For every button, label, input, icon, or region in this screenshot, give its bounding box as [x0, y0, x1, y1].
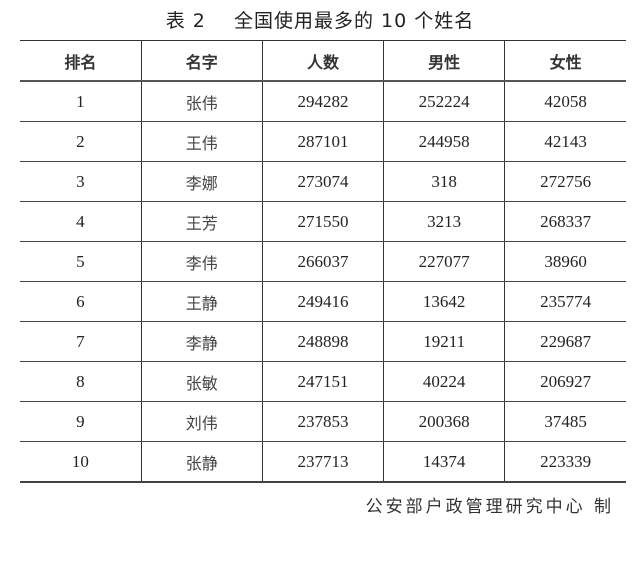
table-row: 3 李娜 273074 318 272756: [20, 161, 626, 202]
cell-female: 229687: [504, 321, 626, 362]
cell-female: 235774: [504, 281, 626, 322]
cell-name: 张伟: [140, 80, 263, 122]
table-row: 6 王静 249416 13642 235774: [20, 281, 626, 322]
table-row: 8 张敏 247151 40224 206927: [20, 361, 626, 402]
cell-male: 200368: [383, 401, 505, 442]
cell-rank: 6: [20, 281, 142, 322]
cell-rank: 8: [20, 361, 142, 402]
cell-count: 237713: [261, 441, 384, 483]
table-row: 1 张伟 294282 252224 42058: [20, 80, 626, 122]
cell-count: 249416: [261, 281, 384, 322]
cell-count: 248898: [261, 321, 384, 362]
table-row: 7 李静 248898 19211 229687: [20, 321, 626, 362]
cell-male: 227077: [383, 241, 505, 282]
names-table: 排名 名字 人数 男性 女性 1 张伟 294282 252224 42058 2 王伟 28…: [20, 40, 626, 483]
table-row: 10 张静 237713 14374 223339: [20, 441, 626, 483]
cell-male: 318: [383, 161, 505, 202]
cell-female: 223339: [504, 441, 626, 483]
cell-name: 刘伟: [140, 401, 263, 442]
table-row: 2 王伟 287101 244958 42143: [20, 121, 626, 162]
cell-rank: 5: [20, 241, 142, 282]
table-row: 5 李伟 266037 227077 38960: [20, 241, 626, 282]
cell-name: 王静: [140, 281, 263, 322]
header-male: 男性: [383, 40, 505, 82]
cell-male: 19211: [383, 321, 505, 362]
cell-count: 294282: [261, 80, 384, 122]
table-caption: 全国使用最多的 10 个姓名: [234, 10, 475, 32]
header-row: 排名 名字 人数 男性 女性: [20, 40, 626, 82]
header-rank: 排名: [20, 40, 142, 82]
header-name: 名字: [140, 40, 263, 82]
cell-female: 272756: [504, 161, 626, 202]
cell-name: 张敏: [140, 361, 263, 402]
table-title: 表 2 全国使用最多的 10 个姓名: [0, 6, 640, 33]
source-note: 公安部户政管理研究中心 制: [365, 497, 614, 517]
cell-count: 273074: [261, 161, 384, 202]
cell-male: 3213: [383, 201, 505, 242]
cell-female: 268337: [504, 201, 626, 242]
cell-rank: 3: [20, 161, 142, 202]
cell-female: 37485: [504, 401, 626, 442]
header-count: 人数: [261, 40, 384, 82]
cell-count: 247151: [261, 361, 384, 402]
cell-name: 王芳: [140, 201, 263, 242]
cell-rank: 7: [20, 321, 142, 362]
cell-female: 42058: [504, 80, 626, 122]
table-row: 4 王芳 271550 3213 268337: [20, 201, 626, 242]
cell-male: 14374: [383, 441, 505, 483]
cell-rank: 9: [20, 401, 142, 442]
cell-name: 李静: [140, 321, 263, 362]
table-row: 9 刘伟 237853 200368 37485: [20, 401, 626, 442]
cell-male: 40224: [383, 361, 505, 402]
cell-count: 237853: [261, 401, 384, 442]
cell-male: 252224: [383, 80, 505, 122]
cell-female: 38960: [504, 241, 626, 282]
cell-male: 244958: [383, 121, 505, 162]
cell-rank: 4: [20, 201, 142, 242]
cell-count: 266037: [261, 241, 384, 282]
cell-name: 王伟: [140, 121, 263, 162]
cell-name: 张静: [140, 441, 263, 483]
cell-count: 287101: [261, 121, 384, 162]
header-female: 女性: [504, 40, 626, 82]
cell-name: 李娜: [140, 161, 263, 202]
table-number: 表 2: [165, 10, 206, 32]
cell-rank: 10: [20, 441, 142, 483]
cell-female: 42143: [504, 121, 626, 162]
cell-count: 271550: [261, 201, 384, 242]
cell-female: 206927: [504, 361, 626, 402]
cell-male: 13642: [383, 281, 505, 322]
cell-name: 李伟: [140, 241, 263, 282]
cell-rank: 2: [20, 121, 142, 162]
cell-rank: 1: [20, 80, 142, 122]
